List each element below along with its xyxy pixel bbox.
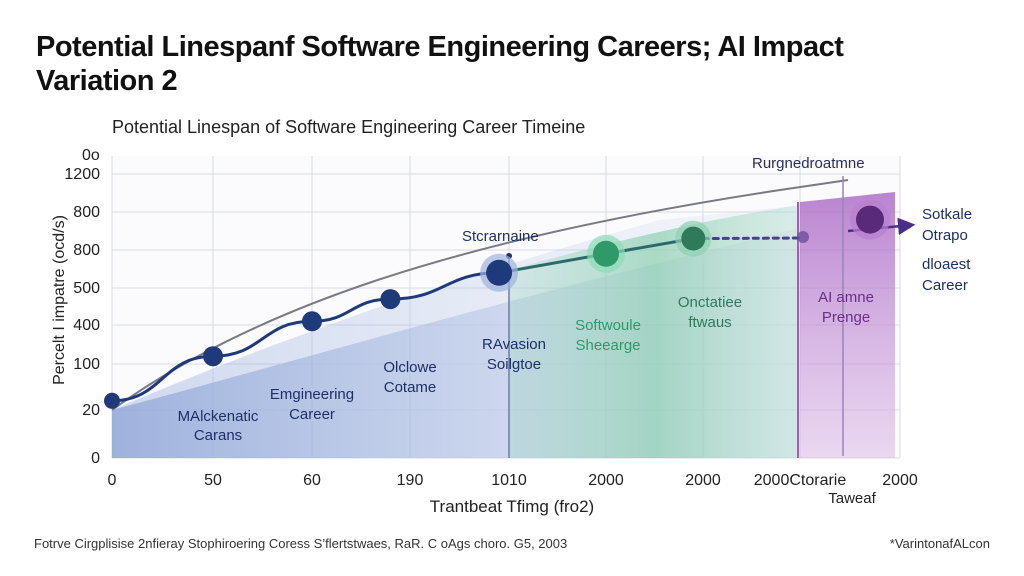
annotation-taweaf: Taweaf	[828, 490, 876, 507]
x-tick-label-5: 2000	[588, 472, 624, 489]
annotation-ravasion-1: RAvasion	[482, 336, 546, 353]
data-point-5	[593, 240, 619, 267]
chart-title-line2: Variation 2	[36, 65, 178, 97]
data-point-2	[302, 311, 322, 332]
data-point-1	[203, 346, 223, 367]
chart-title: Potential Linespanf Software Engineering…	[36, 30, 844, 98]
annotation-right-2: Otrapo	[922, 227, 968, 244]
data-point-4	[486, 259, 513, 286]
annotation-ai-2: Prenge	[822, 309, 870, 326]
data-points	[104, 199, 890, 409]
annotation-olclowe-1: Olclowe	[383, 359, 436, 376]
x-tick-label-2: 60	[303, 472, 321, 489]
annotation-softwoule-1: Softwoule	[575, 317, 641, 334]
data-point-small	[797, 231, 809, 243]
trajectory-segment-dashed	[691, 236, 802, 241]
band-purple	[800, 192, 895, 458]
impact-bands	[112, 192, 895, 458]
annotation-malcenatic-1: MAlckenatic	[178, 408, 259, 425]
x-axis-ticks: 0 50 60 190 1010 2000 2000 2000Ctorarie 2000	[108, 472, 918, 489]
watermark: *VarintonafALcon	[889, 536, 990, 551]
y-tick-label-0: 0	[91, 450, 100, 467]
annotation-onctatee-2: ftwaus	[688, 314, 731, 331]
y-corner-label: 0o	[82, 147, 100, 164]
y-tick-label-2: 100	[73, 356, 100, 373]
annotation-right-4: Career	[922, 277, 968, 294]
chart-subtitle: Potential Linespan of Software Engineeri…	[112, 117, 586, 137]
source-note: Fotrve Cirgplisise 2nfieray Stophiroerin…	[34, 536, 568, 551]
x-tick-label-4: 1010	[491, 472, 527, 489]
annotation-olclowe-2: Cotame	[384, 379, 437, 396]
x-axis-label: Trantbeat Tfimg (fro2)	[430, 497, 594, 516]
y-tick-label-4: 500	[73, 280, 100, 297]
x-tick-label-1: 50	[204, 472, 222, 489]
annotation-onctatee-1: Onctatiee	[678, 294, 742, 311]
data-point-0	[104, 392, 120, 409]
chart-title-line1: Potential Linespanf Software Engineering…	[36, 31, 844, 63]
annotation-engineering-1: Emgineering	[270, 386, 354, 403]
x-tick-label-8: 2000	[882, 472, 918, 489]
band-green	[509, 205, 800, 458]
y-tick-label-1: 20	[82, 402, 100, 419]
annotation-right-3: dloaest	[922, 256, 971, 273]
annotation-softwoule-2: Sheearge	[575, 337, 640, 354]
x-tick-label-0: 0	[108, 472, 117, 489]
data-point-6	[681, 226, 706, 251]
y-tick-label-6: 800	[73, 204, 100, 221]
y-axis-ticks: 0 20 100 400 500 800 800 1200	[64, 166, 100, 467]
y-axis-label: Percelt I impatre (ocd/s)	[51, 215, 68, 385]
data-point-7	[856, 205, 884, 234]
annotation-right-1: Sotkale	[922, 206, 972, 223]
annotation-top-marker: Rurgnedroatmne	[752, 155, 865, 172]
y-tick-label-3: 400	[73, 317, 100, 334]
annotation-mid-label: Stcrarnaine	[462, 228, 539, 245]
annotation-malcenatic-2: Carans	[194, 427, 242, 444]
annotation-ravasion-2: Soilgtoe	[487, 356, 541, 373]
y-tick-label-5: 800	[73, 242, 100, 259]
annotation-engineering-2: Career	[289, 406, 335, 423]
x-tick-label-7: 2000Ctorarie	[754, 472, 847, 489]
x-tick-label-3: 190	[397, 472, 424, 489]
x-tick-label-6: 2000	[685, 472, 721, 489]
y-tick-label-7: 1200	[64, 166, 100, 183]
data-point-3	[380, 289, 401, 310]
annotation-ai-1: AI amne	[818, 289, 874, 306]
